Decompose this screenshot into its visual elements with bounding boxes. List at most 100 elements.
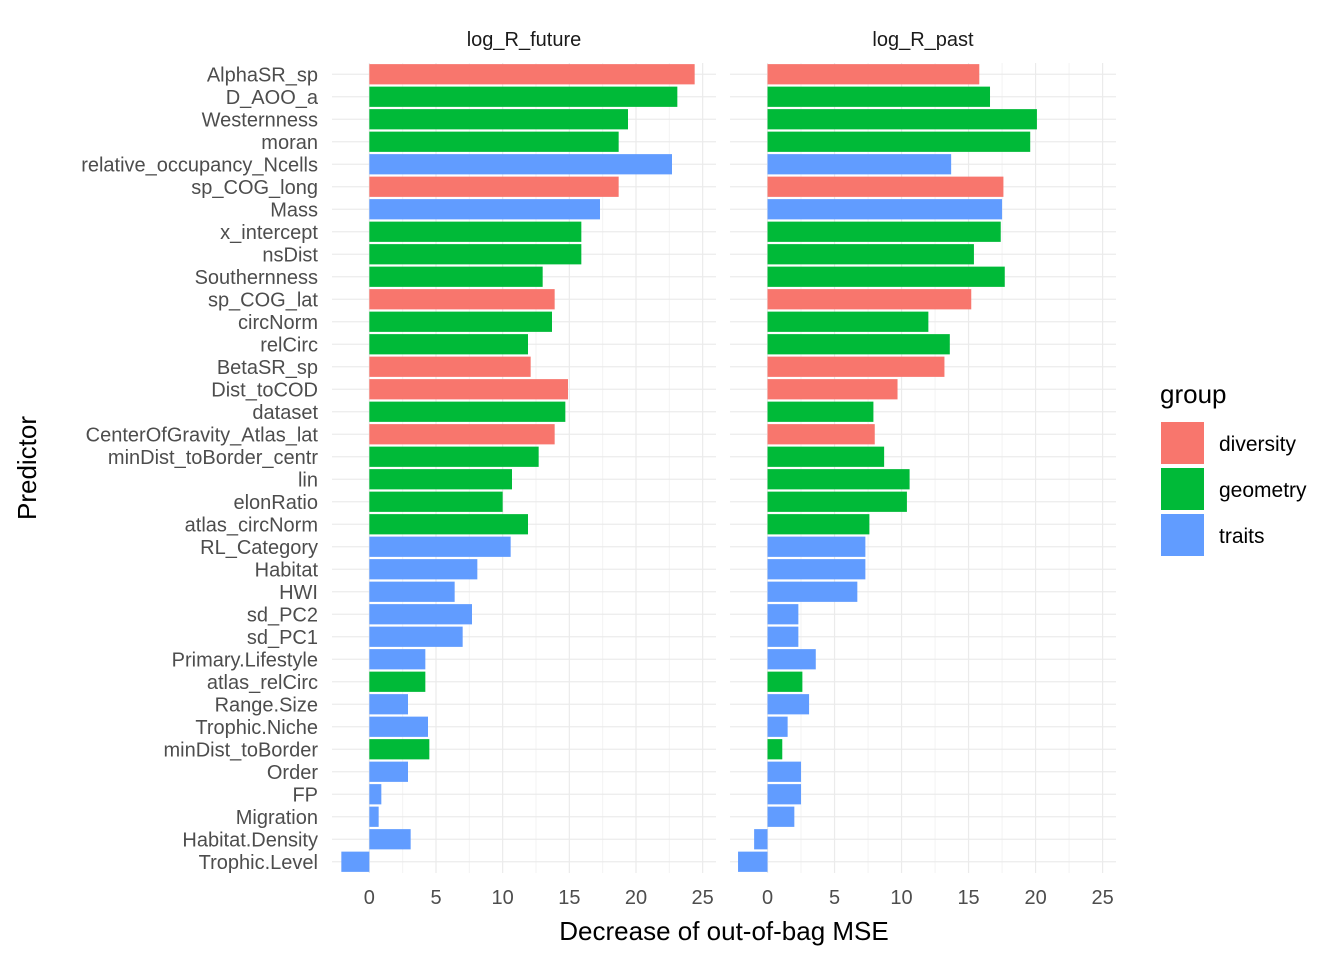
bar bbox=[767, 334, 950, 355]
bar bbox=[767, 604, 799, 625]
bar bbox=[767, 109, 1037, 130]
y-tick-label: BetaSR_sp bbox=[217, 357, 318, 379]
bar bbox=[767, 761, 802, 782]
bar bbox=[369, 244, 582, 265]
y-tick-label: minDist_toBorder bbox=[163, 739, 318, 761]
x-tick-label: 25 bbox=[1091, 887, 1113, 909]
bar bbox=[369, 176, 619, 197]
bar bbox=[767, 671, 803, 692]
legend-label: traits bbox=[1219, 525, 1265, 548]
bar bbox=[767, 379, 898, 400]
y-tick-label: CenterOfGravity_Atlas_lat bbox=[86, 424, 319, 446]
bar bbox=[369, 491, 503, 512]
bar bbox=[767, 581, 858, 602]
bar bbox=[767, 806, 795, 827]
x-tick-label: 20 bbox=[1024, 887, 1046, 909]
x-tick-label: 0 bbox=[364, 887, 375, 909]
bar bbox=[369, 379, 568, 400]
bar bbox=[767, 559, 866, 580]
legend-swatch bbox=[1161, 514, 1204, 556]
legend-swatch bbox=[1161, 468, 1204, 510]
bar bbox=[767, 154, 952, 175]
bar bbox=[369, 356, 531, 377]
bar bbox=[369, 334, 528, 355]
y-tick-label: sp_COG_long bbox=[191, 177, 318, 199]
bar bbox=[369, 716, 428, 737]
bar bbox=[369, 671, 426, 692]
legend-swatch bbox=[1161, 422, 1204, 464]
bar bbox=[767, 446, 885, 467]
legend-title: group bbox=[1160, 379, 1227, 409]
bar bbox=[767, 739, 783, 760]
y-tick-label: Migration bbox=[236, 807, 318, 829]
panels: 0 5 10 15 20 25 log_R_future 0 5 10 15 20 25 log_R_pa… bbox=[332, 29, 1116, 909]
y-tick-label: sd_PC2 bbox=[247, 604, 318, 626]
bar bbox=[369, 131, 619, 152]
y-tick-label: moran bbox=[261, 132, 318, 154]
bar bbox=[767, 716, 788, 737]
x-tick-label: 10 bbox=[492, 887, 514, 909]
bar bbox=[369, 424, 555, 445]
x-tick-label: 5 bbox=[430, 887, 441, 909]
bar bbox=[767, 131, 1031, 152]
y-tick-label: D_AOO_a bbox=[226, 87, 319, 109]
y-tick-label: AlphaSR_sp bbox=[207, 64, 318, 86]
x-tick-label: 15 bbox=[957, 887, 979, 909]
bar bbox=[767, 356, 945, 377]
x-tick-label: 15 bbox=[558, 887, 580, 909]
bar bbox=[369, 739, 430, 760]
bar bbox=[754, 829, 768, 850]
bar bbox=[767, 469, 910, 490]
y-tick-label: relCirc bbox=[260, 334, 318, 356]
bar bbox=[767, 266, 1005, 287]
x-axis-title: Decrease of out-of-bag MSE bbox=[559, 916, 889, 946]
bar bbox=[369, 64, 695, 85]
bar bbox=[369, 806, 379, 827]
y-tick-label: Westernness bbox=[202, 109, 318, 131]
x-tick-label: 0 bbox=[762, 887, 773, 909]
panel-log-R-future: 0 5 10 15 20 25 log_R_future bbox=[332, 29, 716, 909]
y-tick-label: HWI bbox=[279, 582, 318, 604]
bar bbox=[369, 559, 478, 580]
y-tick-label: x_intercept bbox=[220, 222, 318, 244]
y-tick-label: Mass bbox=[270, 199, 318, 221]
y-tick-label: Trophic.Niche bbox=[195, 717, 318, 739]
bar bbox=[738, 851, 768, 872]
bar bbox=[369, 694, 408, 715]
bar bbox=[767, 536, 866, 557]
y-tick-label: sd_PC1 bbox=[247, 627, 318, 649]
bar bbox=[369, 536, 511, 557]
bar bbox=[369, 469, 512, 490]
y-tick-label: minDist_toBorder_centr bbox=[108, 447, 318, 469]
y-tick-label: Primary.Lifestyle bbox=[172, 649, 318, 671]
legend-label: diversity bbox=[1219, 433, 1297, 456]
x-tick-label: 25 bbox=[692, 887, 714, 909]
panel-title: log_R_future bbox=[467, 29, 582, 51]
x-tick-label: 10 bbox=[890, 887, 912, 909]
bar bbox=[767, 289, 972, 310]
y-tick-label: Dist_toCOD bbox=[211, 379, 318, 401]
bar bbox=[369, 514, 528, 535]
bar bbox=[369, 266, 543, 287]
y-tick-label: Habitat.Density bbox=[182, 829, 318, 851]
y-tick-label: Range.Size bbox=[215, 694, 318, 716]
bar bbox=[369, 109, 628, 130]
bar bbox=[767, 401, 874, 422]
bar bbox=[369, 604, 472, 625]
y-tick-label: atlas_circNorm bbox=[185, 514, 318, 536]
bar bbox=[767, 199, 1003, 220]
bar bbox=[369, 581, 455, 602]
x-tick-label: 5 bbox=[829, 887, 840, 909]
panel-title: log_R_past bbox=[872, 29, 974, 51]
bar bbox=[767, 311, 929, 332]
bar bbox=[767, 86, 991, 107]
legend: group diversity geometry traits bbox=[1160, 379, 1307, 556]
bar bbox=[767, 64, 980, 85]
bar bbox=[369, 649, 426, 670]
y-tick-label: FP bbox=[292, 784, 318, 806]
bar bbox=[369, 289, 555, 310]
y-tick-label: Trophic.Level bbox=[199, 852, 318, 874]
y-tick-label: circNorm bbox=[238, 312, 318, 334]
y-tick-label: lin bbox=[298, 469, 318, 491]
y-tick-label: atlas_relCirc bbox=[207, 672, 318, 694]
